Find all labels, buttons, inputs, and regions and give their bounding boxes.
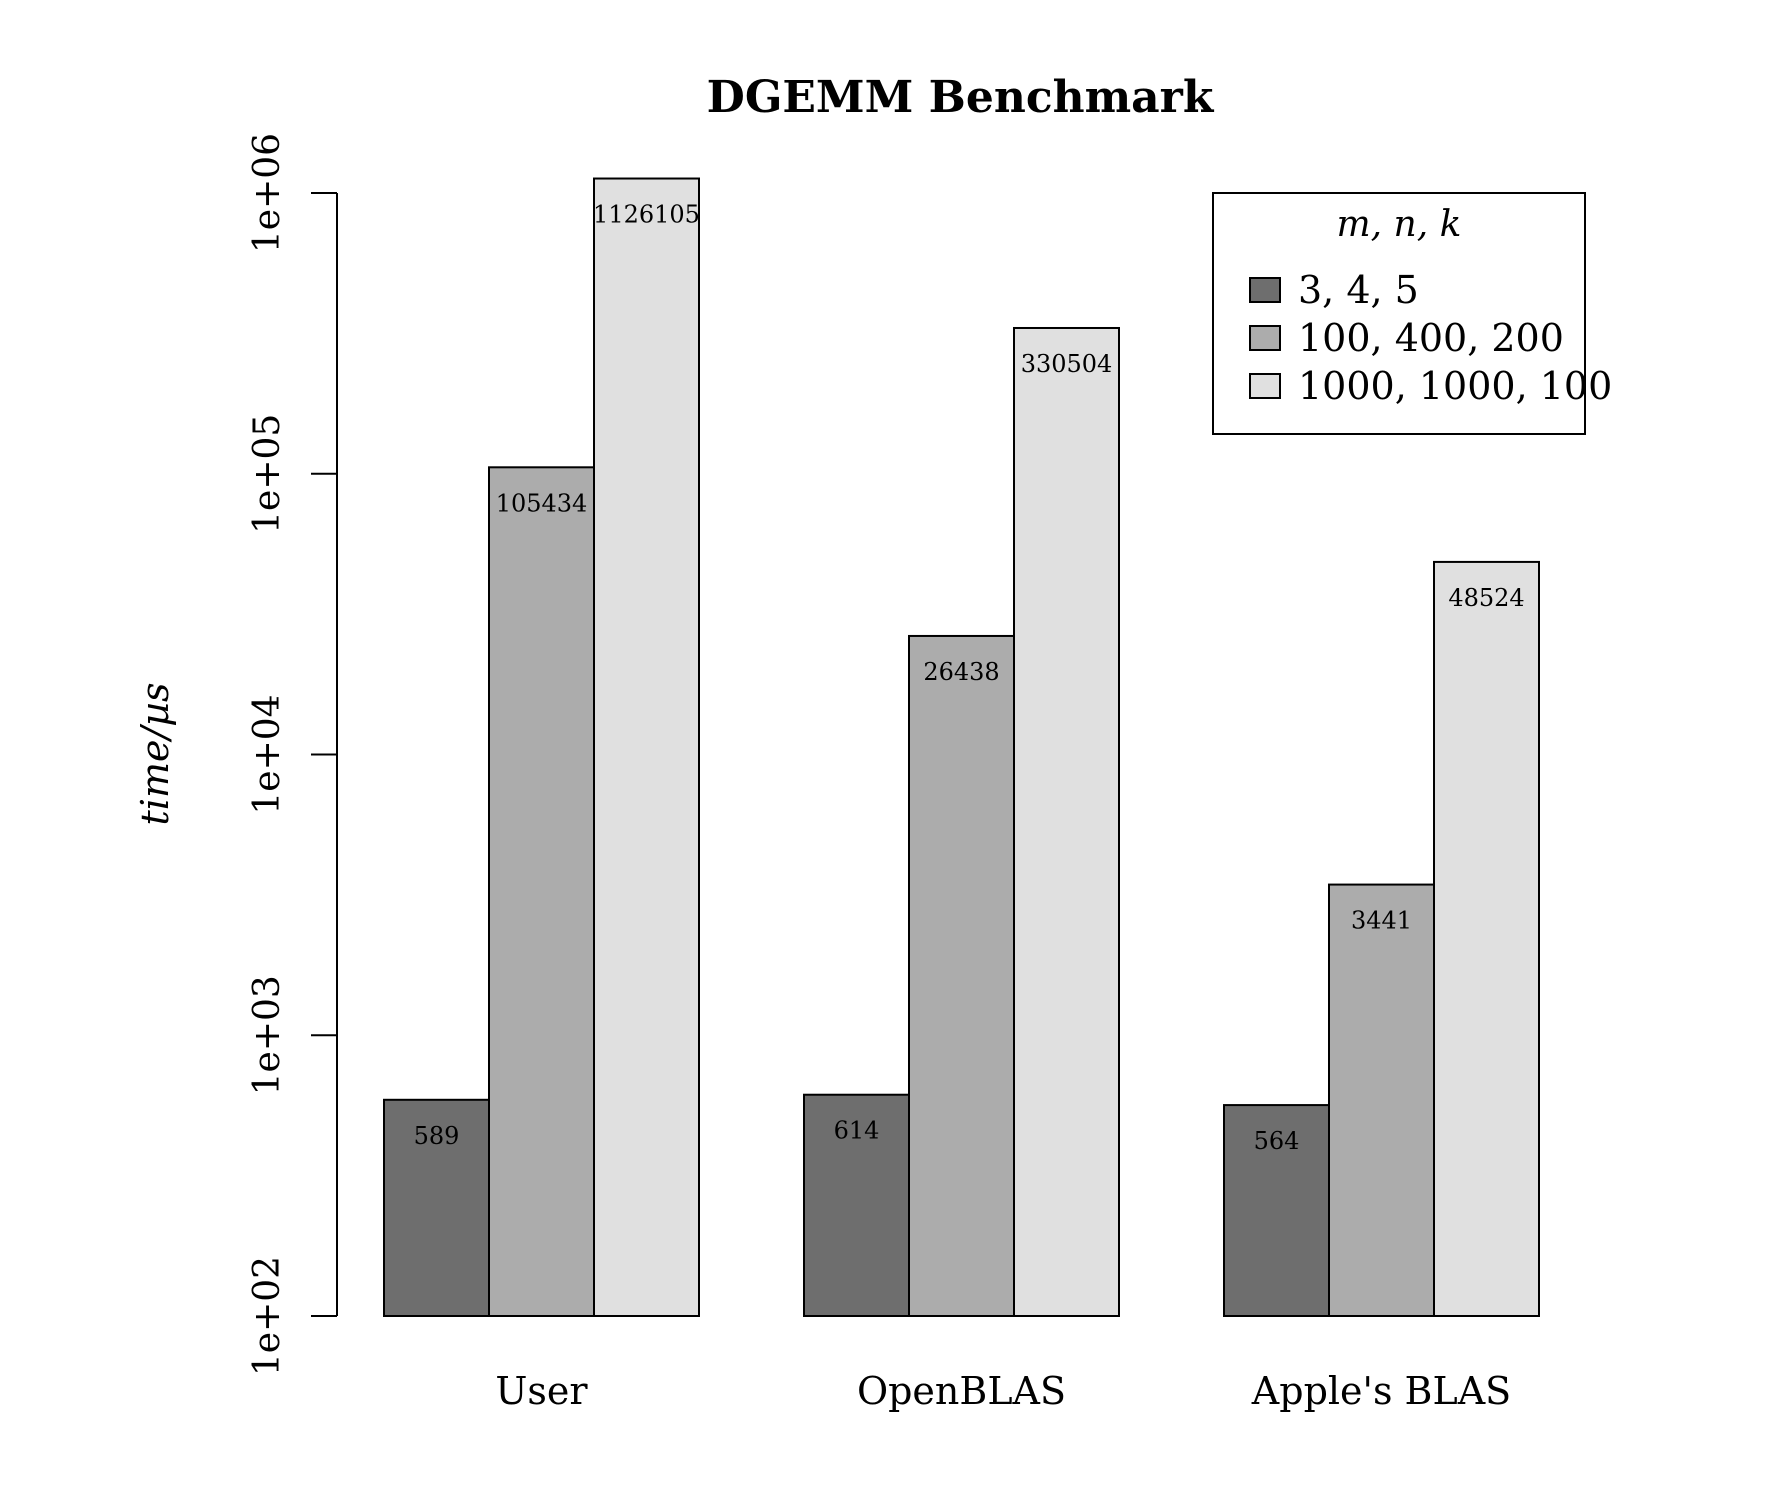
chart-title: DGEMM Benchmark (707, 72, 1215, 123)
y-tick-label: 1e+03 (247, 975, 288, 1095)
x-axis-labels: User OpenBLAS Apple's BLAS (495, 1369, 1511, 1413)
legend-entry-label: 100, 400, 200 (1298, 316, 1564, 360)
x-category-label: User (495, 1369, 588, 1413)
bar-value-label: 330504 (1021, 350, 1113, 378)
bar-value-label: 589 (414, 1122, 460, 1150)
bar-value-label: 48524 (1448, 584, 1524, 612)
bar-user-series-2 (488, 466, 595, 1318)
bars-group (383, 177, 1540, 1318)
value-labels-group: 589 105434 1126105 614 26438 330504 564 3441 485… (414, 201, 1525, 1156)
bar-value-label: 3441 (1351, 907, 1412, 935)
bar-value-label: 614 (834, 1117, 880, 1145)
y-axis-label: time/µs (133, 683, 177, 826)
legend-swatch (1249, 373, 1281, 399)
y-tick-label: 1e+02 (247, 1256, 288, 1376)
legend-entry-label: 1000, 1000, 100 (1298, 364, 1612, 408)
y-axis: 1e+02 1e+03 1e+04 1e+05 1e+06 (247, 133, 338, 1376)
bar-openblas-series-3 (1013, 326, 1120, 1317)
bar-user-series-1 (383, 1098, 490, 1318)
bar-apple-s-blas-series-1 (1223, 1104, 1330, 1317)
y-tick-label: 1e+05 (247, 414, 288, 534)
legend-swatch (1249, 325, 1281, 351)
bar-user-series-3 (593, 177, 700, 1317)
bar-value-label: 1126105 (593, 201, 700, 229)
legend-title: m, n, k (1337, 204, 1462, 245)
bar-apple-s-blas-series-2 (1328, 883, 1435, 1318)
x-category-label: Apple's BLAS (1251, 1369, 1511, 1413)
bar-openblas-series-1 (803, 1093, 910, 1317)
bar-value-label: 105434 (496, 489, 588, 517)
y-tick-label: 1e+06 (247, 133, 288, 253)
x-category-label: OpenBLAS (857, 1369, 1066, 1413)
legend-entry-label: 3, 4, 5 (1298, 268, 1419, 312)
legend-swatch (1249, 277, 1281, 303)
bar-apple-s-blas-series-3 (1433, 560, 1540, 1317)
y-tick-label: 1e+04 (247, 694, 288, 814)
bar-value-label: 26438 (923, 658, 999, 686)
bar-openblas-series-2 (908, 634, 1015, 1317)
bar-value-label: 564 (1254, 1127, 1300, 1155)
